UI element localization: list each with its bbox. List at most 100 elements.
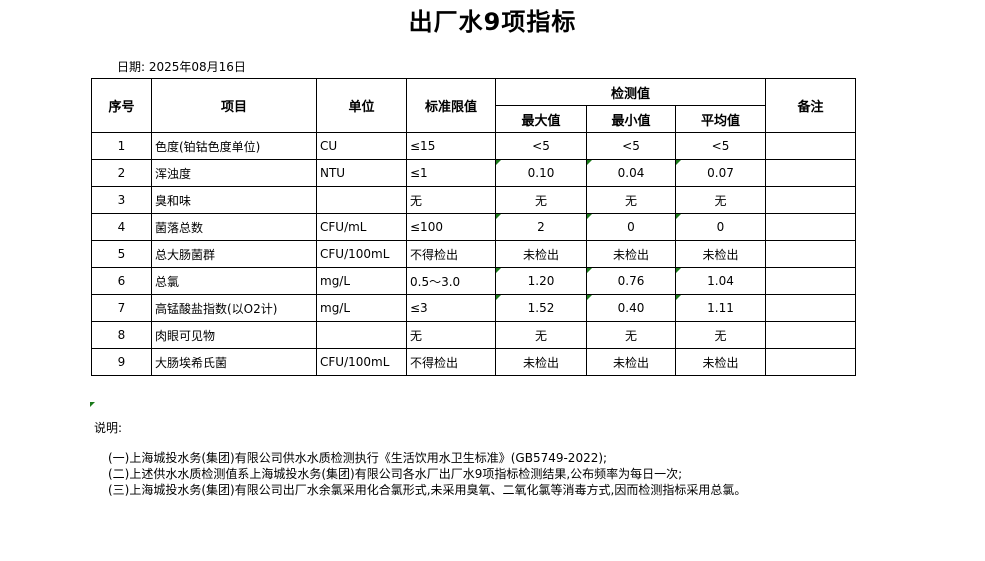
max-value: <5 [532,139,550,153]
cell-avg: 1.11 [675,294,766,322]
cell-min: 0 [586,213,676,241]
avg-value: 1.04 [707,274,734,288]
item-value: 高锰酸盐指数(以O2计) [155,301,278,316]
item-value: 总氯 [155,274,180,289]
table-row: 8 肉眼可见物 无 无 无 无 [91,321,856,349]
cell-remark [765,321,856,349]
notes: 说明: (一)上海城投水务(集团)有限公司供水水质检测执行《生活饮用水卫生标准》… [94,420,746,498]
cell-seq: 9 [91,348,152,376]
cell-unit: CFU/100mL [316,240,407,268]
table-row: 7 高锰酸盐指数(以O2计) mg/L ≤3 1.52 0.40 1.11 [91,294,856,322]
max-value: 未检出 [522,355,559,370]
cell-seq: 3 [91,186,152,214]
limit-value: 0.5～3.0 [410,274,461,289]
header-limit: 标准限值 [406,78,496,133]
header-avg: 平均值 [675,105,766,133]
limit-value: 不得检出 [410,355,459,370]
limit-value: ≤1 [410,166,428,180]
unit-value: CU [320,139,338,153]
cell-flag-icon [496,214,501,219]
avg-value: 0.07 [707,166,734,180]
cell-remark [765,240,856,268]
max-value: 1.20 [527,274,555,288]
cell-max: 无 [495,186,587,214]
cell-flag-icon [496,295,501,300]
seq-value: 8 [117,328,126,342]
cell-avg: 无 [675,321,766,349]
cell-avg: <5 [675,132,766,160]
cell-seq: 4 [91,213,152,241]
cell-flag-icon [587,268,592,273]
cell-max: 无 [495,321,587,349]
cell-flag-icon [676,160,681,165]
note-line: (二)上述供水水质检测值系上海城投水务(集团)有限公司各水厂出厂水9项指标检测结… [108,467,683,481]
cell-max: 未检出 [495,348,587,376]
cell-max: 1.52 [495,294,587,322]
cell-limit: 0.5～3.0 [406,267,496,295]
cell-remark [765,132,856,160]
cell-avg: 0.07 [675,159,766,187]
cell-unit: CFU/100mL [316,348,407,376]
unit-value: CFU/mL [320,220,367,234]
header-unit: 单位 [316,78,407,133]
min-value: 0 [627,220,635,234]
limit-value: 无 [410,193,423,208]
cell-max: 1.20 [495,267,587,295]
note-line: (三)上海城投水务(集团)有限公司出厂水余氯采用化合氯形式,未采用臭氧、二氧化氯… [108,483,747,497]
cell-min: 未检出 [586,348,676,376]
cell-item: 肉眼可见物 [151,321,317,349]
cell-min: <5 [586,132,676,160]
header-seq: 序号 [91,78,152,133]
cell-min: 0.04 [586,159,676,187]
seq-value: 1 [117,139,126,153]
cell-limit: ≤3 [406,294,496,322]
cell-seq: 8 [91,321,152,349]
min-value: 0.04 [617,166,645,180]
limit-value: ≤15 [410,139,436,153]
cell-flag-icon [676,295,681,300]
table-row: 4 菌落总数 CFU/mL ≤100 2 0 0 [91,213,856,241]
max-value: 0.10 [527,166,555,180]
notes-heading: 说明: [94,421,123,435]
table-row: 3 臭和味 无 无 无 无 [91,186,856,214]
cell-seq: 7 [91,294,152,322]
cell-flag-icon [676,268,681,273]
cell-limit: ≤15 [406,132,496,160]
limit-value: ≤3 [410,301,428,315]
cell-flag-icon [587,214,592,219]
avg-value: 无 [714,193,727,208]
cell-unit: CU [316,132,407,160]
cell-limit: 不得检出 [406,240,496,268]
cell-avg: 未检出 [675,240,766,268]
max-value: 无 [534,328,547,343]
cell-avg: 未检出 [675,348,766,376]
limit-value: 无 [410,328,423,343]
cell-min: 未检出 [586,240,676,268]
unit-value: NTU [320,166,346,180]
cell-unit [316,321,407,349]
report-date: 日期: 2025年08月16日 [117,60,246,74]
cell-seq: 6 [91,267,152,295]
cell-max: 未检出 [495,240,587,268]
avg-value: 无 [714,328,727,343]
cell-remark [765,159,856,187]
max-value: 无 [534,193,547,208]
min-value: 0.40 [617,301,645,315]
cell-item: 臭和味 [151,186,317,214]
unit-value: CFU/100mL [320,247,390,261]
cell-item: 大肠埃希氏菌 [151,348,317,376]
page-title: 出厂水9项指标 [408,8,577,36]
cell-unit: mg/L [316,267,407,295]
cell-limit: 无 [406,321,496,349]
cell-item: 菌落总数 [151,213,317,241]
seq-value: 5 [117,247,126,261]
cell-avg: 无 [675,186,766,214]
cell-unit [316,186,407,214]
cell-flag-icon [496,268,501,273]
cell-limit: ≤1 [406,159,496,187]
cell-min: 无 [586,186,676,214]
item-value: 臭和味 [155,193,192,208]
cell-item: 总大肠菌群 [151,240,317,268]
cell-flag-icon [676,214,681,219]
water-quality-table: 序号 项目 单位 标准限值 检测值 备注 最大值 最小值 平均值 1 色度(铂钴色… [91,78,856,376]
